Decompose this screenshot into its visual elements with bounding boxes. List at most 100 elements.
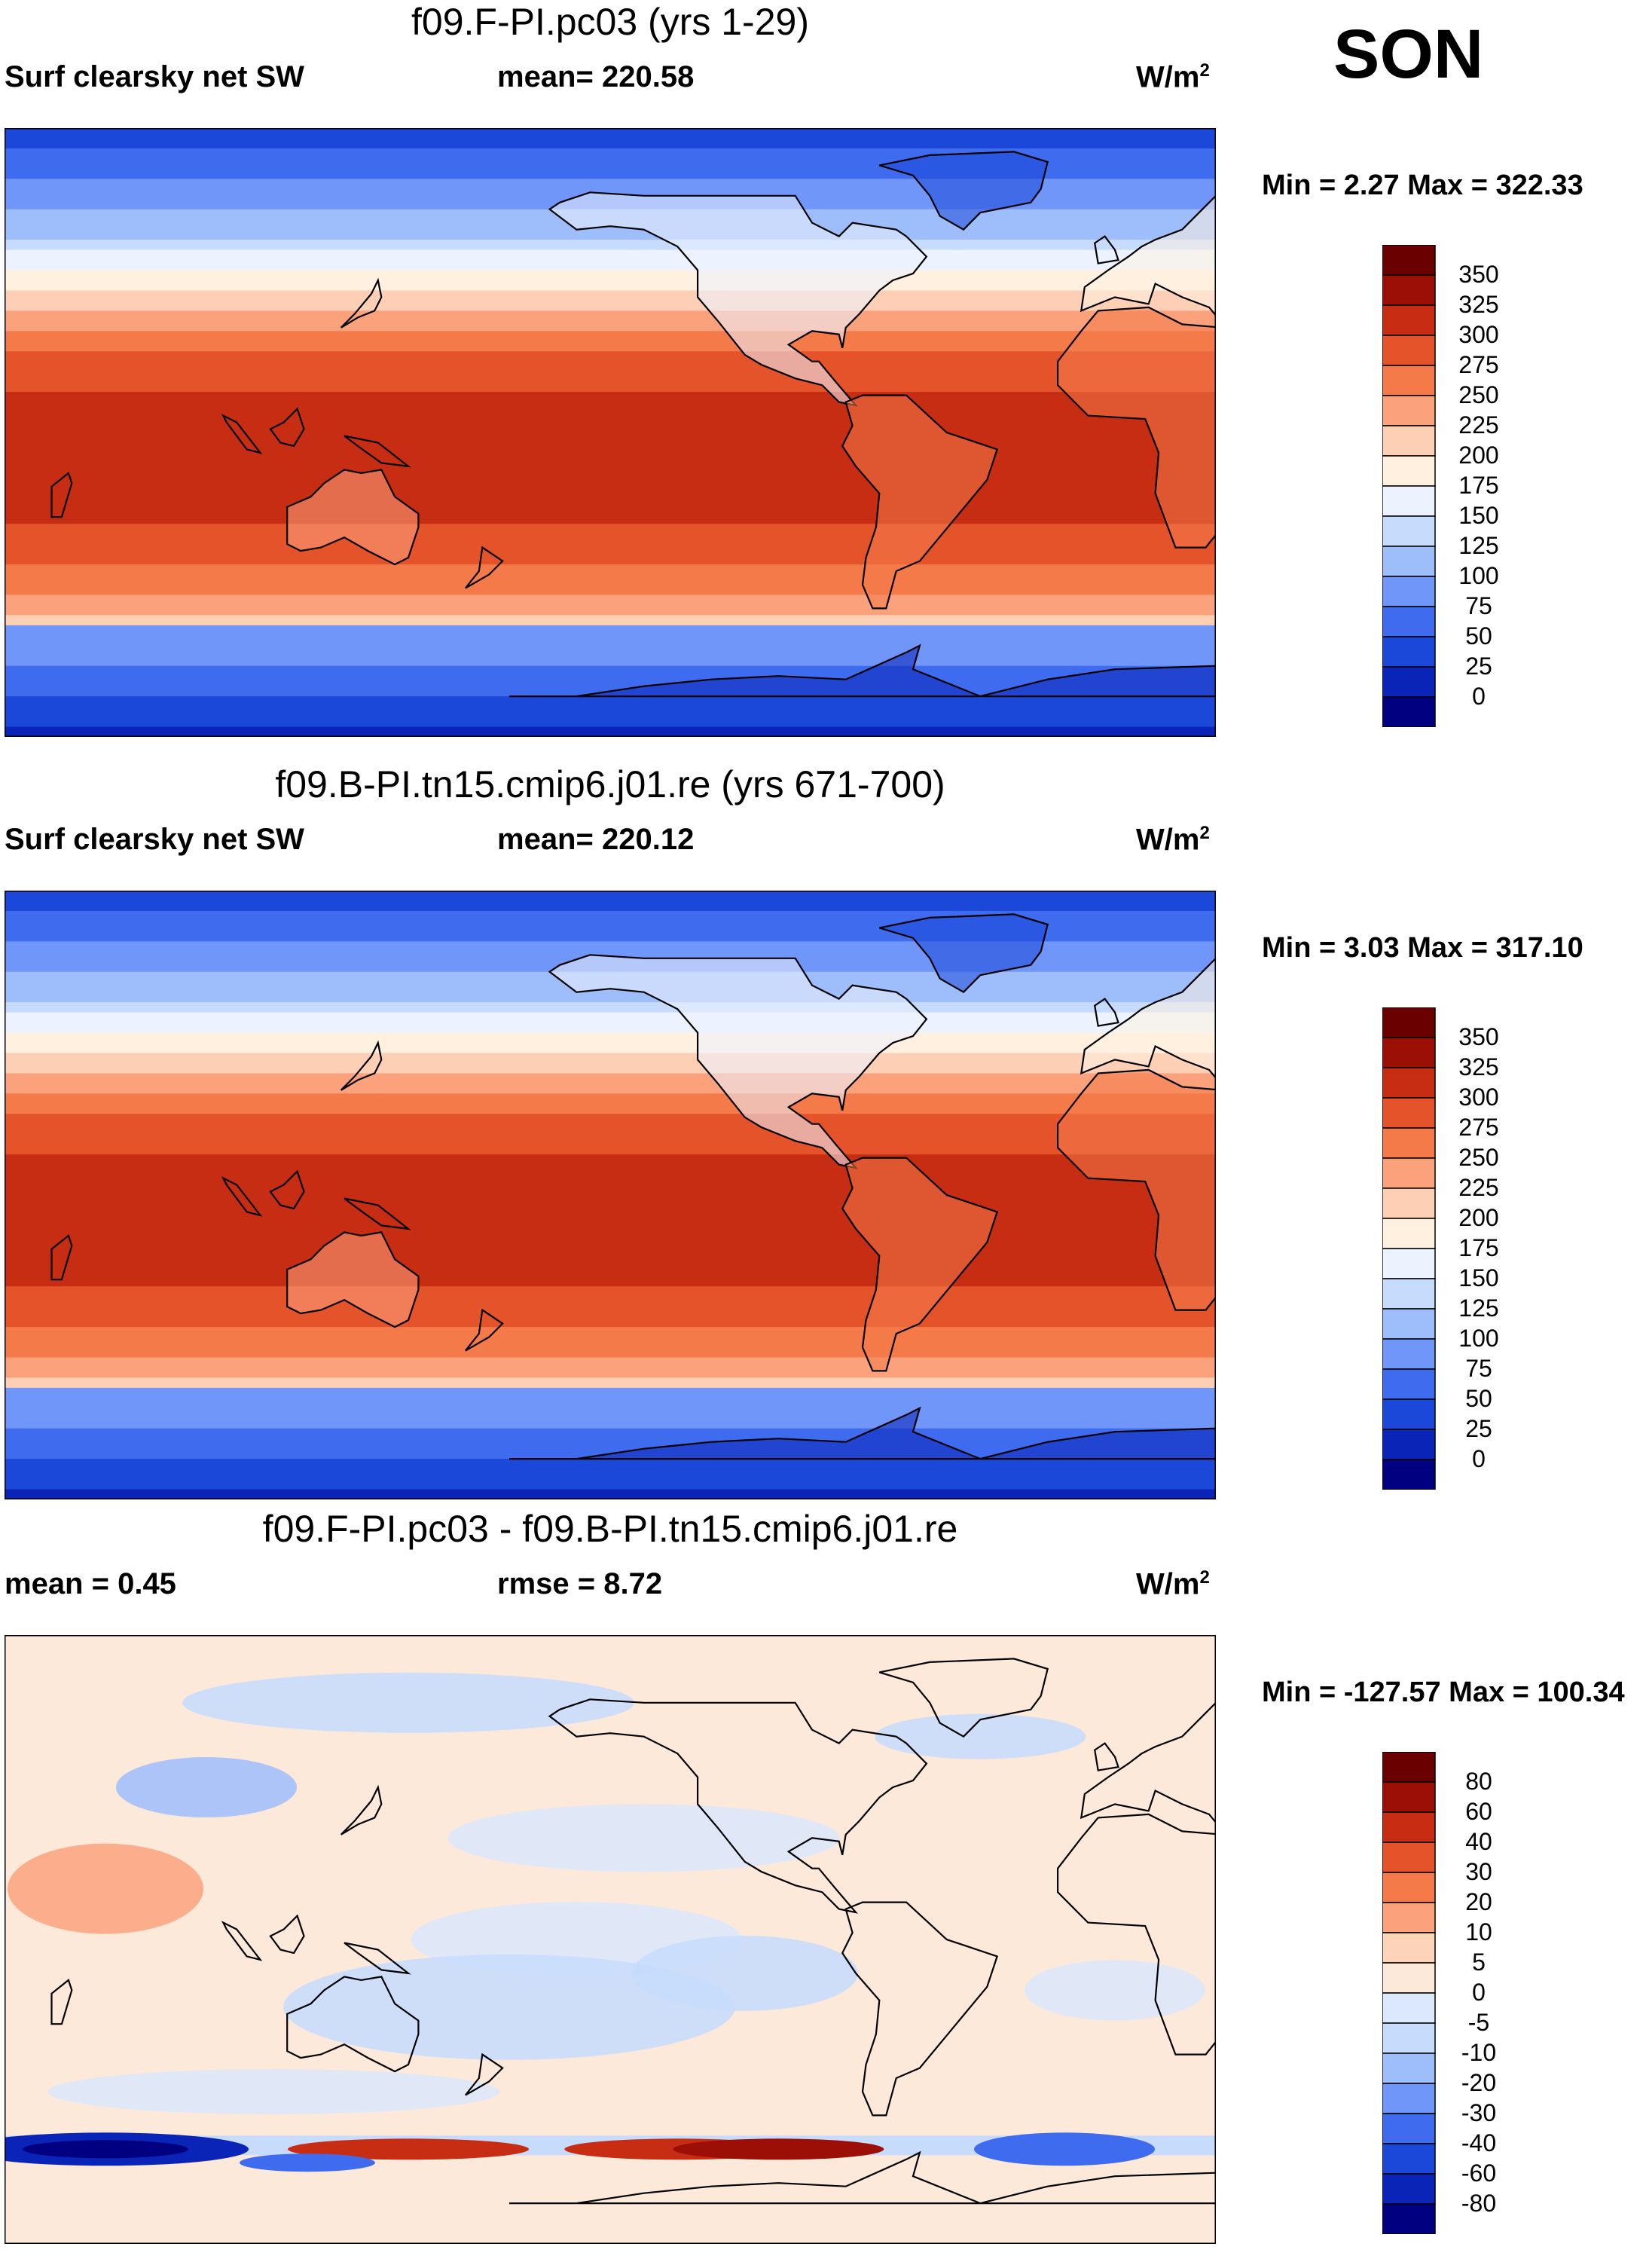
coastline-namerica xyxy=(548,954,928,1169)
panel-title: f09.F-PI.pc03 (yrs 1-29) xyxy=(411,1,809,43)
colorbar-tick-label: 200 xyxy=(1458,442,1498,469)
coastline-namerica xyxy=(548,191,928,407)
contour-band xyxy=(5,1032,1216,1044)
anomaly-region xyxy=(1025,1960,1205,2021)
colorbar-box xyxy=(1382,2173,1436,2205)
contour-band xyxy=(5,665,1216,677)
colorbar-tick-label: 50 xyxy=(1465,1385,1492,1412)
contour-band xyxy=(5,595,1216,606)
colorbar-box xyxy=(1382,1127,1436,1159)
colorbar-box xyxy=(1382,2203,1436,2234)
contour-band xyxy=(5,706,1216,717)
colorbar-box xyxy=(1382,1067,1436,1099)
colorbar-tick-label: 75 xyxy=(1465,592,1492,619)
colorbar-box xyxy=(1382,395,1436,426)
colorbar-box xyxy=(1382,1781,1436,1813)
coastline-samerica xyxy=(841,1157,999,1372)
contour-band xyxy=(5,1459,1216,1470)
contour-band xyxy=(5,615,1216,626)
colorbar-box xyxy=(1382,1842,1436,1873)
colorbar-box xyxy=(1382,1752,1436,1783)
colorbar-tick-label: 275 xyxy=(1458,351,1498,378)
contour-band xyxy=(5,1266,1216,1277)
contour-band xyxy=(5,513,1216,524)
colorbar-box xyxy=(1382,2083,1436,2114)
colorbar-box xyxy=(1382,1278,1436,1310)
contour-band xyxy=(5,412,1216,423)
anomaly-region xyxy=(875,1713,1086,1759)
contour-band xyxy=(5,1123,1216,1135)
colorbar-tick-label: 225 xyxy=(1458,411,1498,439)
contour-band xyxy=(5,341,1216,352)
colorbar-tick-label: 125 xyxy=(1458,1294,1498,1322)
contour-band xyxy=(5,179,1216,190)
panel-title: f09.B-PI.tn15.cmip6.j01.re (yrs 671-700) xyxy=(275,763,945,805)
positive-anomaly xyxy=(673,2138,884,2160)
coastline-samerica xyxy=(841,1901,999,2117)
colorbar-box xyxy=(1382,1338,1436,1370)
panel-2: f09.B-PI.tn15.cmip6.j01.re (yrs 671-700)… xyxy=(0,763,1643,1524)
contour-band xyxy=(5,463,1216,474)
coastline-uk xyxy=(1093,235,1119,264)
colorbar-tick-label: 0 xyxy=(1472,683,1486,710)
contour-band xyxy=(5,433,1216,444)
contour-band xyxy=(5,524,1216,535)
contour-band xyxy=(5,229,1216,240)
colorbar-tick-label: 175 xyxy=(1458,1234,1498,1261)
variable-label: Surf clearsky net SW xyxy=(5,60,304,93)
contour-band xyxy=(5,1479,1216,1490)
contour-band xyxy=(5,1296,1216,1307)
contour-band xyxy=(5,1093,1216,1105)
variable-label: Surf clearsky net SW xyxy=(5,823,304,856)
anomaly-region xyxy=(182,1672,634,1733)
contour-band xyxy=(5,635,1216,646)
contour-band xyxy=(5,1083,1216,1094)
coastline-australia xyxy=(286,469,420,566)
coastline-japan xyxy=(340,1784,383,1835)
anomaly-region xyxy=(116,1757,297,1817)
units-label: W/m2 xyxy=(1136,60,1210,94)
colorbar-box xyxy=(1382,2113,1436,2144)
contour-band xyxy=(5,1469,1216,1480)
anomaly-region xyxy=(283,1954,735,2060)
colorbar-box xyxy=(1382,1902,1436,1933)
colorbar-tick-label: 0 xyxy=(1472,1445,1486,1472)
colorbar-box xyxy=(1382,274,1436,306)
contour-band xyxy=(5,270,1216,281)
colorbar: 80 60 40 30 20 10 5 0 -5 -10 -20 -30 -40 -60 -80 xyxy=(1382,1752,1496,2234)
contour-band xyxy=(5,1043,1216,1054)
contour-band xyxy=(5,645,1216,656)
positive-anomaly xyxy=(288,2138,529,2160)
contour-band xyxy=(5,1022,1216,1034)
contour-band xyxy=(5,1246,1216,1257)
colorbar-tick-label: -20 xyxy=(1461,2069,1496,2096)
contour-band xyxy=(5,1134,1216,1145)
contour-band xyxy=(5,351,1216,362)
contour-band xyxy=(5,128,1216,139)
colorbar-box xyxy=(1382,1962,1436,1994)
contour-band xyxy=(5,1418,1216,1429)
colorbar-tick-label: 325 xyxy=(1458,1053,1498,1081)
colorbar-box xyxy=(1382,636,1436,668)
contour-band xyxy=(5,992,1216,1003)
colorbar-tick-label: 80 xyxy=(1465,1768,1492,1795)
colorbar-tick-label: 150 xyxy=(1458,502,1498,529)
contour-band xyxy=(5,1398,1216,1409)
contour-band xyxy=(5,1428,1216,1439)
contour-band xyxy=(5,1184,1216,1196)
coastline-madagascar xyxy=(50,1979,73,2025)
contour-band xyxy=(5,1377,1216,1389)
coastline-nz xyxy=(465,546,504,589)
contour-band xyxy=(5,1225,1216,1236)
contour-band xyxy=(5,1337,1216,1348)
colorbar-tick-label: 30 xyxy=(1465,1858,1492,1885)
colorbar-box xyxy=(1382,1368,1436,1400)
contour-band xyxy=(5,1195,1216,1206)
minmax-label: Min = 2.27 Max = 322.33 xyxy=(1262,170,1583,201)
colorbar-tick-label: 20 xyxy=(1465,1888,1492,1915)
colorbar-tick-label: 25 xyxy=(1465,1415,1492,1442)
coastline-borneo xyxy=(269,1914,305,1955)
contour-band xyxy=(5,717,1216,728)
coastline-madagascar xyxy=(50,472,73,518)
